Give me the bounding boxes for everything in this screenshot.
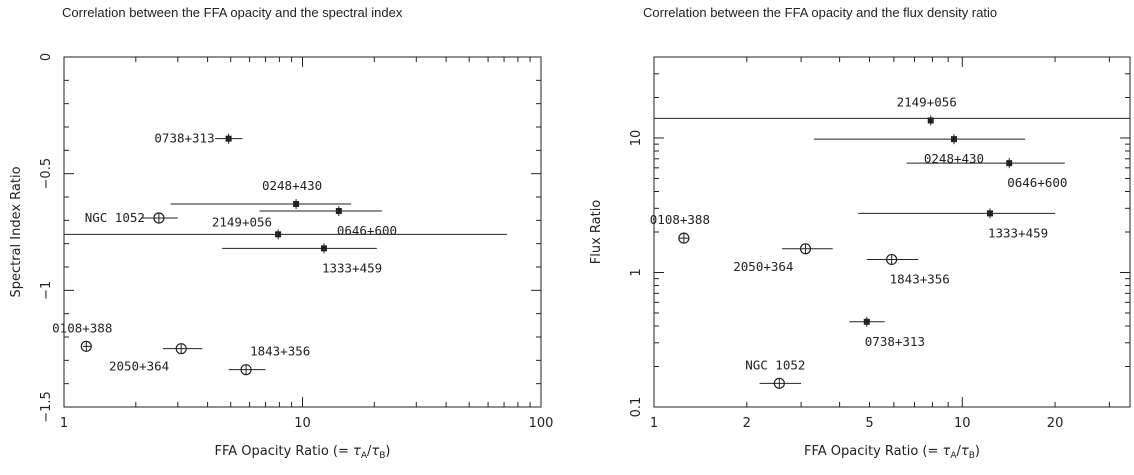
x-tick-label: 20 [1047,416,1064,431]
point-1843-356: 1843+356 [228,344,310,376]
open-circle-marker [886,253,898,266]
y-tick-label: 10 [629,130,644,147]
point-0738-313: 0738+313 [849,316,925,349]
flux-ratio-chart: 1 2 5 10 20 0.1 1 10 FFA Opacity Ratio (= τA/τB)… [589,56,1131,461]
x-tick-label: 1 [60,416,68,431]
point-label: NGC 1052 [745,357,805,372]
left-chart-title: Correlation between the FFA opacity and … [62,5,403,20]
right-chart-title: Correlation between the FFA opacity and … [643,5,998,20]
open-circle-marker [678,232,690,244]
y-tick-label: −0.5 [39,158,54,190]
plot-frame [653,56,1131,408]
point-2149-056: 2149+056 [212,214,282,240]
point-label: 2149+056 [897,94,957,109]
filled-square-marker [986,210,993,217]
point-label: 2050+364 [733,259,793,274]
point-label: 1333+459 [988,225,1048,240]
filled-square-marker [950,136,957,143]
y-tick-label: −1.5 [39,391,54,423]
y-axis-label: Flux Ratio [589,200,604,265]
point-label: 0108+388 [650,212,710,227]
point-label: 0646+600 [337,223,397,238]
point-label: 1843+356 [250,344,310,359]
point-1843-356: 1843+356 [866,253,950,286]
point-1333-459: 1333+459 [858,208,1056,240]
point-label: 0738+313 [865,334,925,349]
point-0646-600: 0646+600 [906,158,1067,190]
point-2050-364: 2050+364 [109,343,203,374]
open-circle-marker [153,212,165,224]
x-tick-label: 2 [743,416,751,431]
open-circle-marker [799,243,812,255]
open-circle-marker [240,364,252,376]
point-label: 1843+356 [890,271,950,286]
point-ngc-1052: NGC 1052 [85,210,178,225]
x-tick-label: 10 [954,416,971,431]
filled-square-marker [927,117,934,124]
x-tick-label: 100 [529,416,554,431]
x-tick-label: 10 [294,416,311,431]
point-label: 2050+364 [109,359,169,374]
filled-square-marker [320,245,327,252]
point-label: 0738+313 [154,131,214,146]
filled-square-marker [225,135,232,142]
point-0248-430: 0248+430 [170,178,352,209]
filled-square-marker [335,208,342,214]
point-0108-388: 0108+388 [52,320,112,352]
point-2149-056: 2149+056 [897,94,957,126]
point-label: 0646+600 [1007,175,1067,190]
point-ngc-1052: NGC 1052 [745,357,805,389]
spectral-index-chart: 1 10 100 −1.5 −1 −0.5 0 FFA Opacity Ratio (= τA… [9,53,554,461]
point-label: 2149+056 [212,214,272,229]
point-label: NGC 1052 [85,210,145,225]
y-tick-label: 0.1 [629,397,644,418]
filled-square-marker [1006,160,1013,167]
x-tick-label: 5 [865,416,873,431]
y-axis-label: Spectral Index Ratio [9,166,24,297]
y-tick-label: 1 [629,268,644,276]
point-0248-430: 0248+430 [813,134,1026,166]
point-0108-388: 0108+388 [650,212,710,244]
point-1333-459: 1333+459 [222,243,382,275]
point-label: 0248+430 [262,178,322,193]
point-label: 0108+388 [52,320,112,335]
filled-square-marker [293,201,300,207]
point-label: 1333+459 [322,260,382,275]
x-axis-label: FFA Opacity Ratio (= τA/τB) [214,444,390,461]
y-tick-label: −1 [39,281,54,300]
open-circle-marker [175,343,187,355]
point-label: 0248+430 [924,151,984,166]
open-circle-marker [773,377,785,389]
filled-square-marker [863,318,870,325]
point-2050-364: 2050+364 [733,243,833,274]
filled-square-marker [275,231,282,238]
x-tick-label: 1 [650,416,658,431]
point-0646-600: 0646+600 [259,206,397,238]
point-0738-313: 0738+313 [154,131,243,146]
open-circle-marker [80,340,92,352]
y-tick-label: 0 [39,53,54,61]
x-axis-label: FFA Opacity Ratio (= τA/τB) [804,444,980,461]
